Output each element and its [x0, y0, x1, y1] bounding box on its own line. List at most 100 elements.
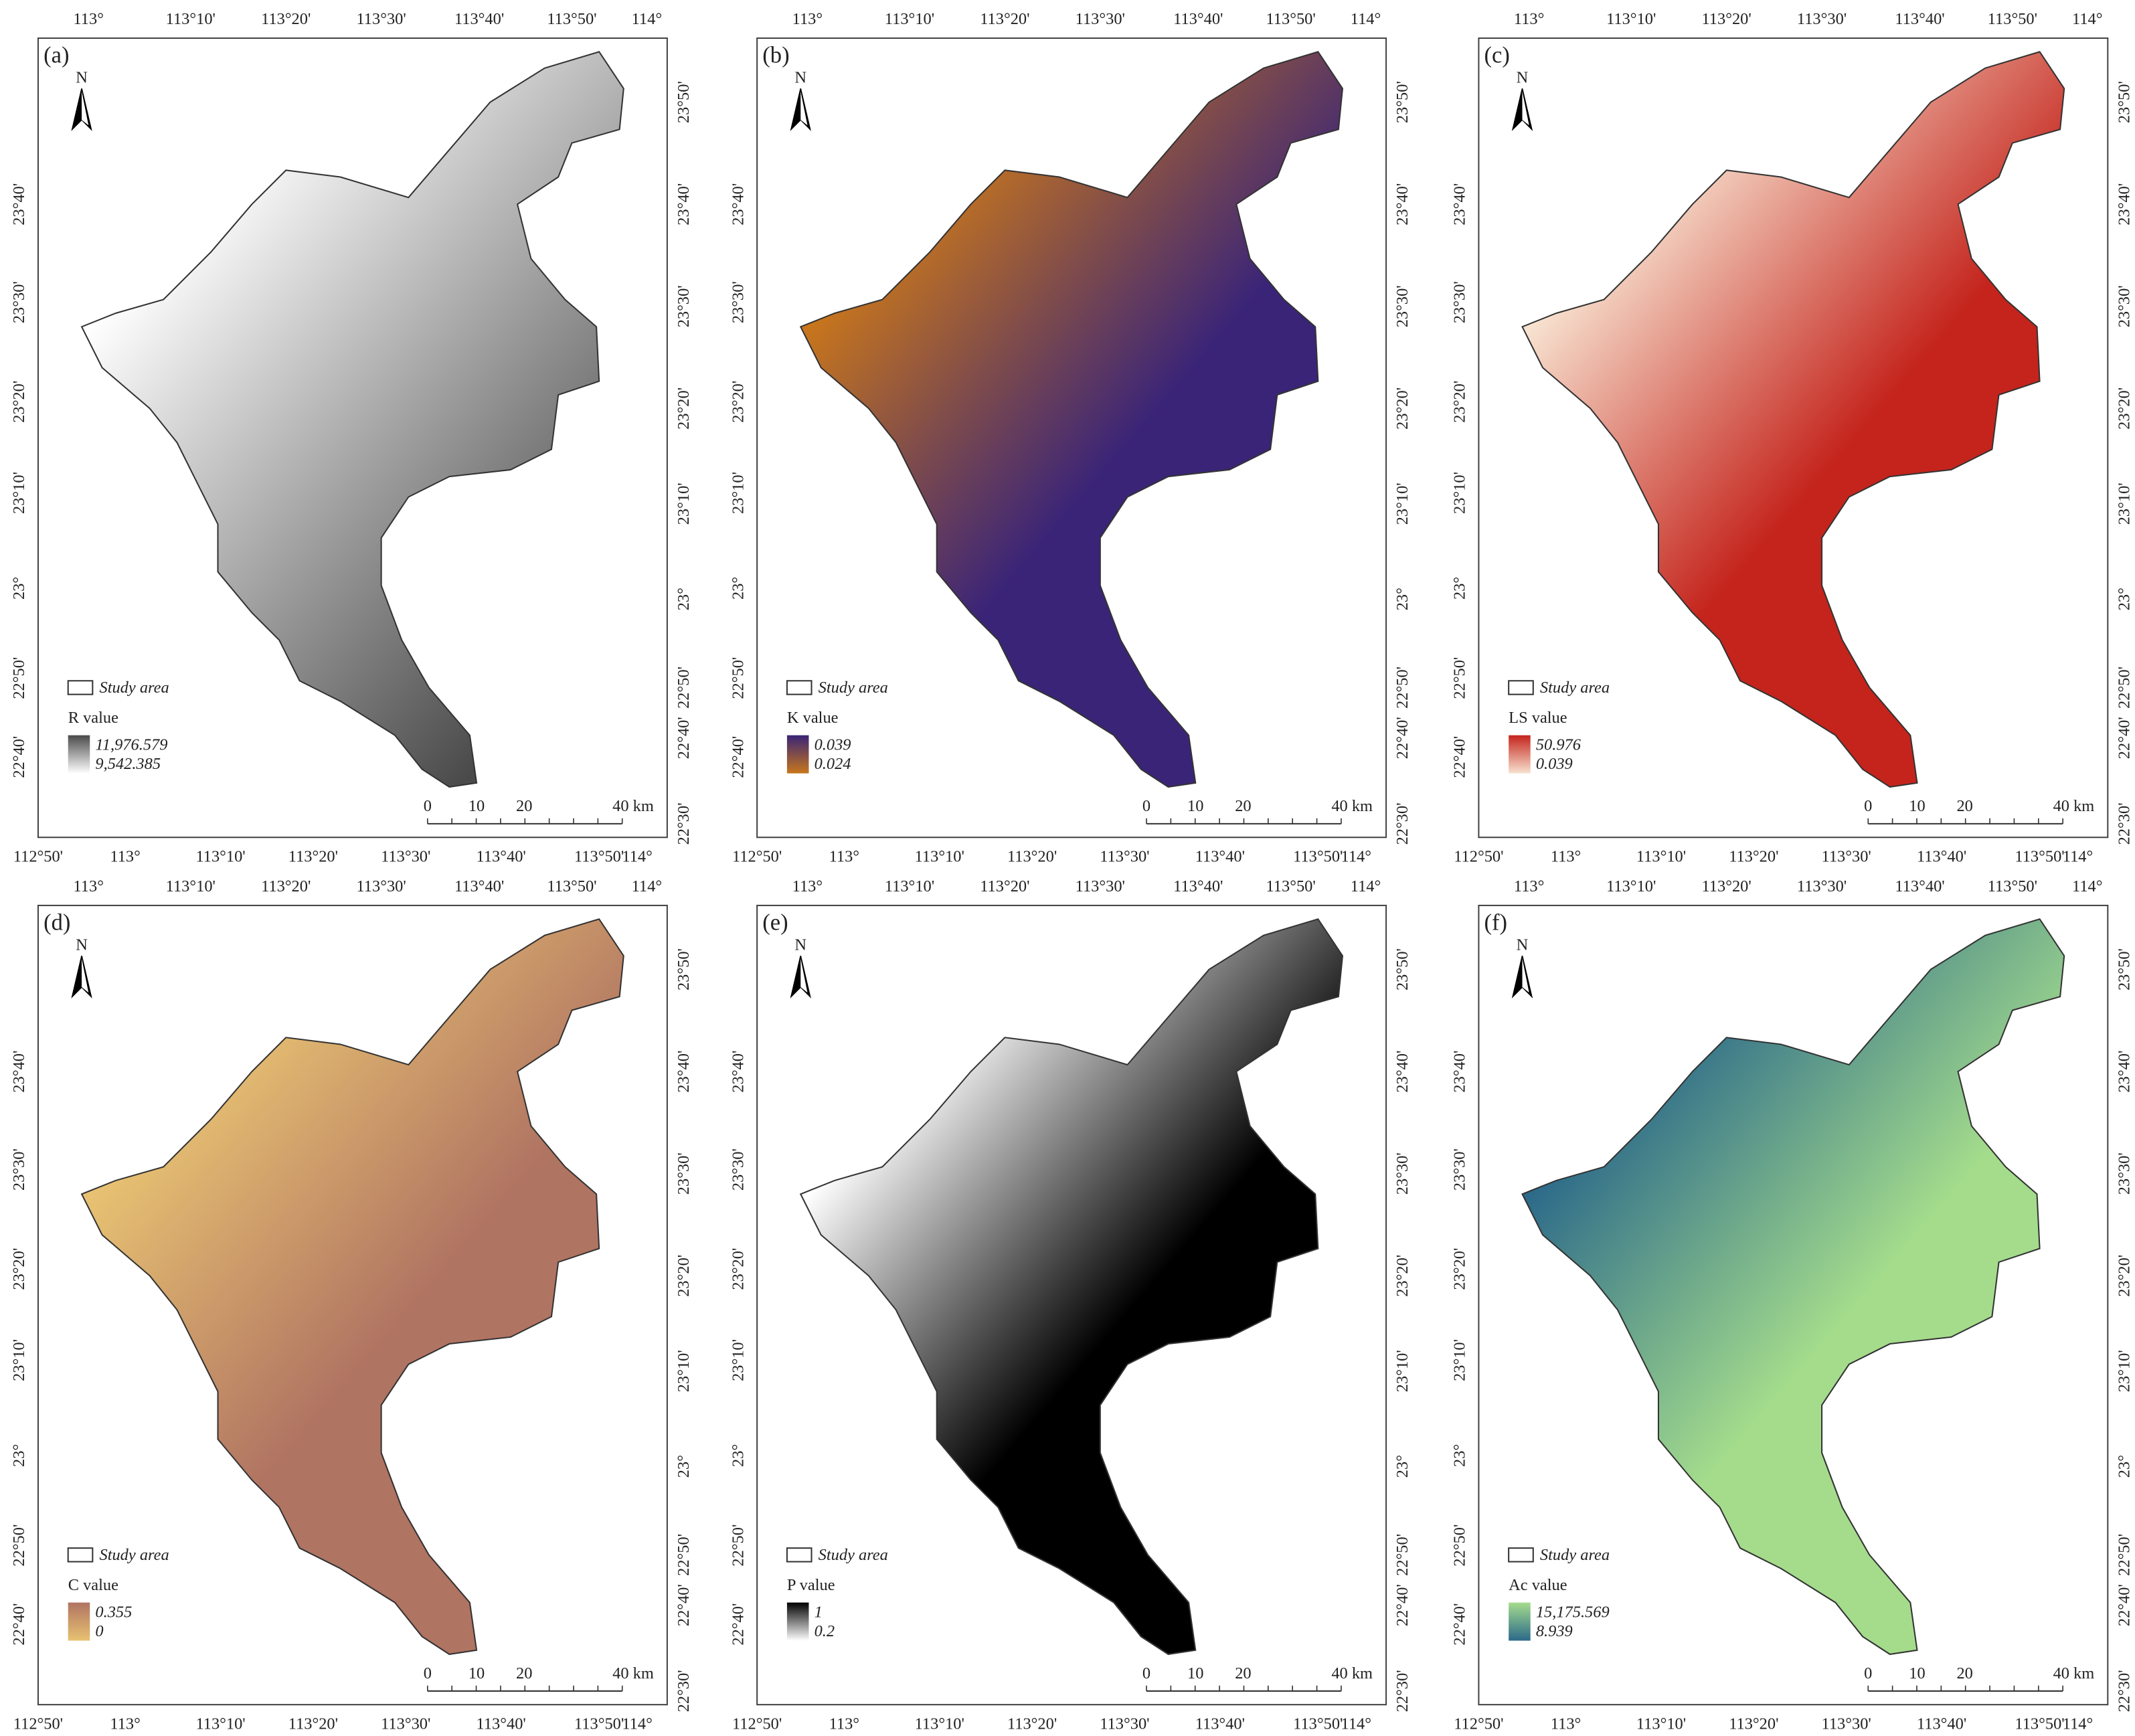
lat-label-left: 22°50'	[10, 657, 28, 699]
legend-min: 0.2	[815, 1622, 835, 1640]
legend-title: Ac value	[1509, 1576, 1567, 1594]
lat-label-left: 23°20'	[10, 1248, 28, 1290]
lon-label-bottom: 113°10'	[1636, 847, 1686, 865]
lat-label-right: 23°10'	[675, 483, 693, 525]
lat-label-left: 23°40'	[729, 1051, 747, 1093]
legend-max: 1	[815, 1603, 823, 1621]
lon-label-top: 113°40'	[1895, 10, 1944, 28]
lat-label-right: 22°50'	[2115, 667, 2133, 709]
lon-label-top: 113°30'	[357, 877, 406, 895]
legend-ramp	[68, 1602, 90, 1641]
study-area-swatch	[786, 1547, 813, 1563]
panel-label: (e)	[762, 909, 788, 935]
lat-label-left: 23°20'	[729, 1248, 747, 1290]
lat-label-left: 23°40'	[10, 183, 28, 226]
lat-label-left: 23°40'	[729, 183, 747, 226]
panel-label: (d)	[44, 909, 70, 935]
lat-label-left: 22°40'	[729, 1603, 747, 1646]
north-arrow-half	[800, 958, 808, 993]
lat-label-left: 23°20'	[729, 381, 747, 423]
lon-label-bottom: 113°40'	[477, 1715, 526, 1733]
north-label: N	[794, 69, 806, 87]
panel-label: (b)	[762, 42, 789, 68]
lon-label-bottom: 113°	[829, 847, 859, 865]
lon-label-bottom: 114°	[1341, 1715, 1371, 1733]
study-area-swatch	[1508, 680, 1534, 695]
lat-label-left: 22°50'	[1451, 1525, 1469, 1567]
lat-label-left: 23°30'	[729, 1148, 747, 1191]
legend-title: LS value	[1509, 709, 1567, 727]
legend-max: 11,976.579	[95, 736, 167, 754]
lon-label-top: 113°50'	[1988, 877, 2037, 895]
panel-label: (f)	[1484, 909, 1508, 935]
lon-label-top: 113°40'	[454, 10, 504, 28]
lon-label-bottom: 112°50'	[13, 1715, 63, 1733]
lon-label-top: 114°	[2072, 877, 2102, 895]
study-area-shape	[80, 918, 624, 1655]
study-area-swatch	[1508, 1547, 1534, 1563]
lat-label-right: 23°50'	[1393, 948, 1412, 990]
lat-label-left: 22°40'	[1451, 736, 1469, 778]
scale-label: 20	[1956, 797, 1972, 815]
lon-label-bottom: 113°10'	[915, 1715, 964, 1733]
legend-ramp	[786, 1602, 809, 1641]
lon-label-bottom: 114°	[2063, 1715, 2093, 1733]
lat-label-left: 23°10'	[729, 472, 747, 514]
north-label: N	[76, 936, 88, 954]
lat-label-left: 23°10'	[10, 1339, 28, 1381]
lon-label-top: 113°30'	[1797, 10, 1847, 28]
lat-label-right: 23°20'	[2115, 1255, 2133, 1297]
lat-label-right: 22°40'	[1393, 1584, 1412, 1626]
legend-max: 0.355	[95, 1603, 132, 1621]
lon-label-bottom: 113°50'	[2015, 847, 2064, 865]
lon-label-top: 113°	[74, 877, 104, 895]
lat-label-right: 23°30'	[1393, 285, 1412, 327]
lat-label-right: 22°40'	[2115, 1584, 2133, 1626]
lon-label-top: 113°	[74, 10, 104, 28]
lat-label-left: 23°20'	[1451, 381, 1469, 423]
scale-label: 10	[1909, 1664, 1925, 1682]
lat-label-left: 23°40'	[10, 1051, 28, 1093]
map-panel: (d)113° 113°10' 113°20' 113°30' 113°40' 113°5…	[10, 877, 693, 1733]
scale-label: 10	[468, 797, 485, 815]
scale-label: 10	[1909, 797, 1925, 815]
lat-label-right: 23°10'	[675, 1350, 693, 1392]
lat-label-left: 23°10'	[1451, 472, 1469, 514]
map-panel: (e)113° 113°10' 113°20' 113°30' 113°40' 113°5…	[729, 877, 1412, 1733]
lat-label-right: 23°50'	[2115, 948, 2133, 990]
lat-label-left: 23°40'	[1451, 183, 1469, 226]
panel-label: (c)	[1484, 42, 1510, 68]
north-label: N	[1517, 69, 1529, 87]
lon-label-bottom: 113°	[110, 847, 140, 865]
lat-label-right: 23°10'	[1393, 483, 1412, 525]
lat-label-right: 23°	[2115, 1455, 2133, 1478]
lat-label-right: 22°30'	[1393, 1670, 1412, 1712]
legend-min: 0	[95, 1622, 103, 1640]
lon-label-top: 113°	[792, 877, 823, 895]
lon-label-bottom: 114°	[622, 847, 652, 865]
lon-label-bottom: 113°50'	[574, 1715, 624, 1733]
scale-label: 0	[1142, 797, 1150, 815]
north-arrow-half	[1522, 91, 1529, 126]
panel-label: (a)	[44, 42, 69, 68]
lat-label-right: 23°40'	[1393, 183, 1412, 226]
lon-label-top: 113°10'	[166, 877, 216, 895]
lat-label-left: 23°	[729, 577, 747, 600]
study-area-shape	[1521, 51, 2065, 788]
scale-label: 0	[1142, 1664, 1150, 1682]
scale-label: 0	[1864, 797, 1872, 815]
legend-min: 0.024	[815, 755, 851, 773]
lon-label-top: 113°10'	[885, 877, 934, 895]
lon-label-bottom: 113°30'	[1100, 847, 1149, 865]
lon-label-bottom: 113°20'	[1007, 1715, 1057, 1733]
lon-label-bottom: 112°50'	[732, 847, 782, 865]
lat-label-right: 23°50'	[675, 81, 693, 123]
lon-label-bottom: 113°50'	[1293, 847, 1343, 865]
lon-label-top: 113°40'	[454, 877, 504, 895]
lon-label-bottom: 113°	[110, 1715, 140, 1733]
scale-label: 10	[1187, 1664, 1203, 1682]
scale-label: 0	[424, 797, 432, 815]
lon-label-top: 113°40'	[1173, 877, 1223, 895]
